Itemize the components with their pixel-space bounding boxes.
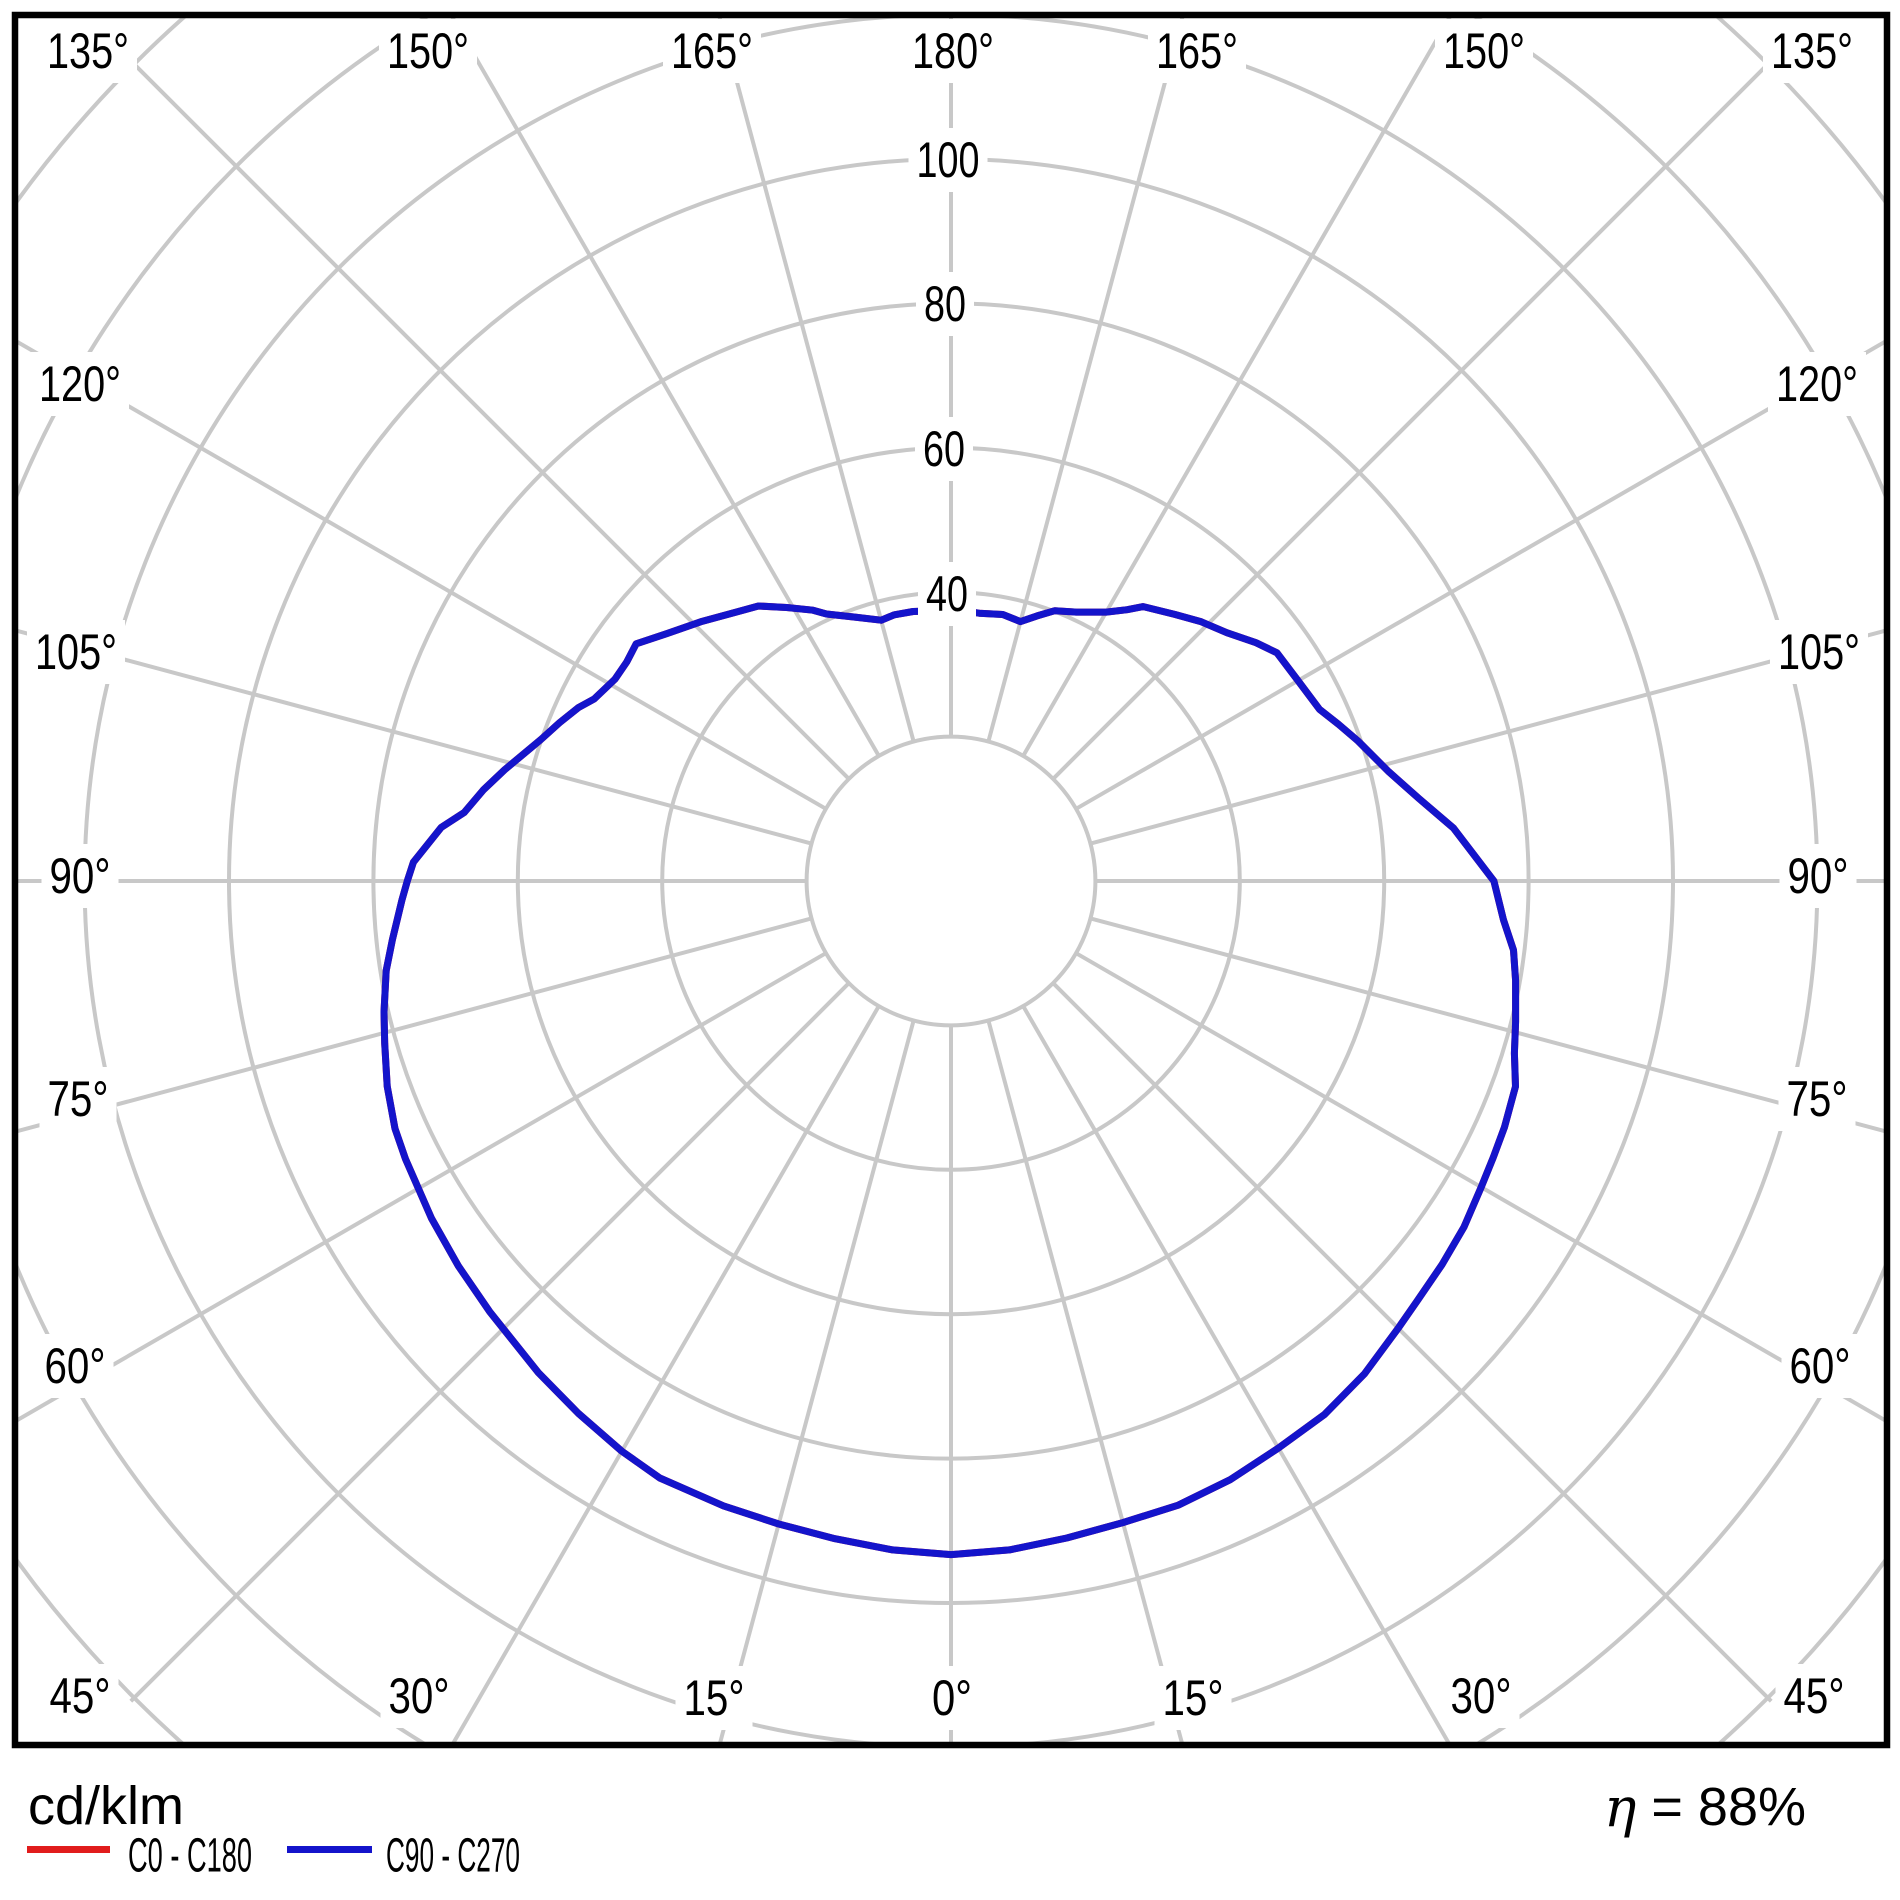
grid-ray	[129, 59, 851, 781]
label-layer: 40 60 80 100 135° 150° 165° 180° 165° 150° 135° 120…	[27, 19, 1868, 1730]
angle-tick-label: 30°	[1451, 1668, 1512, 1724]
angle-tick-label: 0°	[932, 1670, 972, 1726]
angle-tick-label-bg	[1154, 1666, 1232, 1730]
angle-tick-label: 135°	[47, 23, 129, 79]
grid-ray	[129, 981, 851, 1703]
unit-label: cd/klm	[28, 1776, 184, 1836]
angle-tick-label: 60°	[1790, 1338, 1851, 1394]
legend-swatch-c0-c180	[27, 1846, 110, 1853]
angle-tick-label-bg	[1442, 1664, 1520, 1728]
angle-tick-label-bg	[904, 19, 1002, 83]
grid-ray	[18, 916, 813, 1134]
angle-tick-label-bg	[1775, 1664, 1853, 1728]
radial-tick-label-bg	[918, 562, 976, 626]
angle-tick-label: 45°	[50, 1668, 111, 1724]
angle-tick-label-bg	[1763, 19, 1861, 83]
angle-tick-label-bg	[1779, 844, 1857, 908]
radial-tick-label: 80	[924, 276, 966, 332]
plot-border	[11, 11, 1891, 1749]
grid-ray	[1051, 981, 1773, 1703]
radial-tick-label: 40	[926, 566, 968, 622]
angle-tick-label-bg	[36, 1334, 114, 1398]
grid-ray	[1089, 628, 1884, 846]
footer: cd/klm C0 - C180 C90 - C270 η = 88%	[27, 1776, 1806, 1883]
efficiency-label: η = 88%	[1604, 1776, 1806, 1839]
angle-tick-label: 15°	[684, 1670, 745, 1726]
grid-ray	[717, 18, 916, 743]
angle-tick-label: 165°	[671, 23, 753, 79]
angle-tick-label-bg	[41, 844, 119, 908]
angle-tick-label: 180°	[912, 23, 994, 79]
angle-tick-label-bg	[924, 1666, 980, 1730]
angle-tick-label: 105°	[1778, 624, 1860, 680]
angle-tick-label: 15°	[1163, 1670, 1224, 1726]
radial-tick-label-bg	[916, 272, 974, 336]
angle-tick-label: 150°	[387, 23, 469, 79]
angle-tick-label-bg	[39, 1067, 117, 1131]
efficiency-value: = 88%	[1636, 1777, 1806, 1837]
eta-symbol: η	[1604, 1776, 1636, 1839]
angle-tick-label: 105°	[35, 624, 117, 680]
grid-ray	[986, 18, 1185, 743]
angle-tick-label: 135°	[1771, 23, 1853, 79]
radial-tick-label: 60	[923, 421, 965, 477]
legend-label-c90-c270: C90 - C270	[386, 1830, 520, 1883]
angle-tick-label-bg	[1778, 1067, 1856, 1131]
angle-tick-label: 60°	[45, 1338, 106, 1394]
radial-tick-label-bg	[915, 417, 973, 481]
angle-tick-label: 165°	[1156, 23, 1238, 79]
angle-tick-label: 120°	[39, 356, 121, 412]
angle-tick-label-bg	[379, 19, 477, 83]
angle-tick-label: 45°	[1784, 1668, 1845, 1724]
angle-tick-label-bg	[380, 1664, 458, 1728]
angle-tick-label-bg	[31, 352, 129, 416]
angle-tick-label-bg	[1148, 19, 1246, 83]
angle-tick-label-bg	[41, 1664, 119, 1728]
angle-tick-label: 150°	[1443, 23, 1525, 79]
angle-tick-label-bg	[663, 19, 761, 83]
angle-tick-label-bg	[1768, 352, 1866, 416]
angle-tick-label: 120°	[1776, 356, 1858, 412]
grid-ray	[1051, 59, 1773, 781]
grid-ray	[1089, 916, 1884, 1134]
grid-ray	[451, 1005, 881, 1742]
radial-tick-label: 100	[917, 132, 980, 188]
legend-swatch-c90-c270	[287, 1846, 372, 1853]
angle-tick-label-bg	[675, 1666, 753, 1730]
grid-circle	[804, 734, 1098, 1028]
angle-tick-label-bg	[39, 19, 137, 83]
angle-tick-label-bg	[1435, 19, 1533, 83]
grid-ray	[718, 1019, 916, 1742]
angle-tick-label-bg	[1770, 620, 1868, 684]
grid-ray	[18, 628, 813, 846]
angle-tick-label: 75°	[48, 1071, 109, 1127]
angle-tick-label-bg	[1781, 1334, 1859, 1398]
angle-tick-label: 90°	[1788, 848, 1849, 904]
radial-tick-label-bg	[908, 128, 988, 192]
legend-label-c0-c180: C0 - C180	[128, 1830, 252, 1883]
angle-tick-label: 75°	[1787, 1071, 1848, 1127]
grid-ray	[986, 1019, 1184, 1742]
angle-tick-label-bg	[27, 620, 125, 684]
angle-tick-label: 90°	[50, 848, 111, 904]
angle-tick-label: 30°	[389, 1668, 450, 1724]
